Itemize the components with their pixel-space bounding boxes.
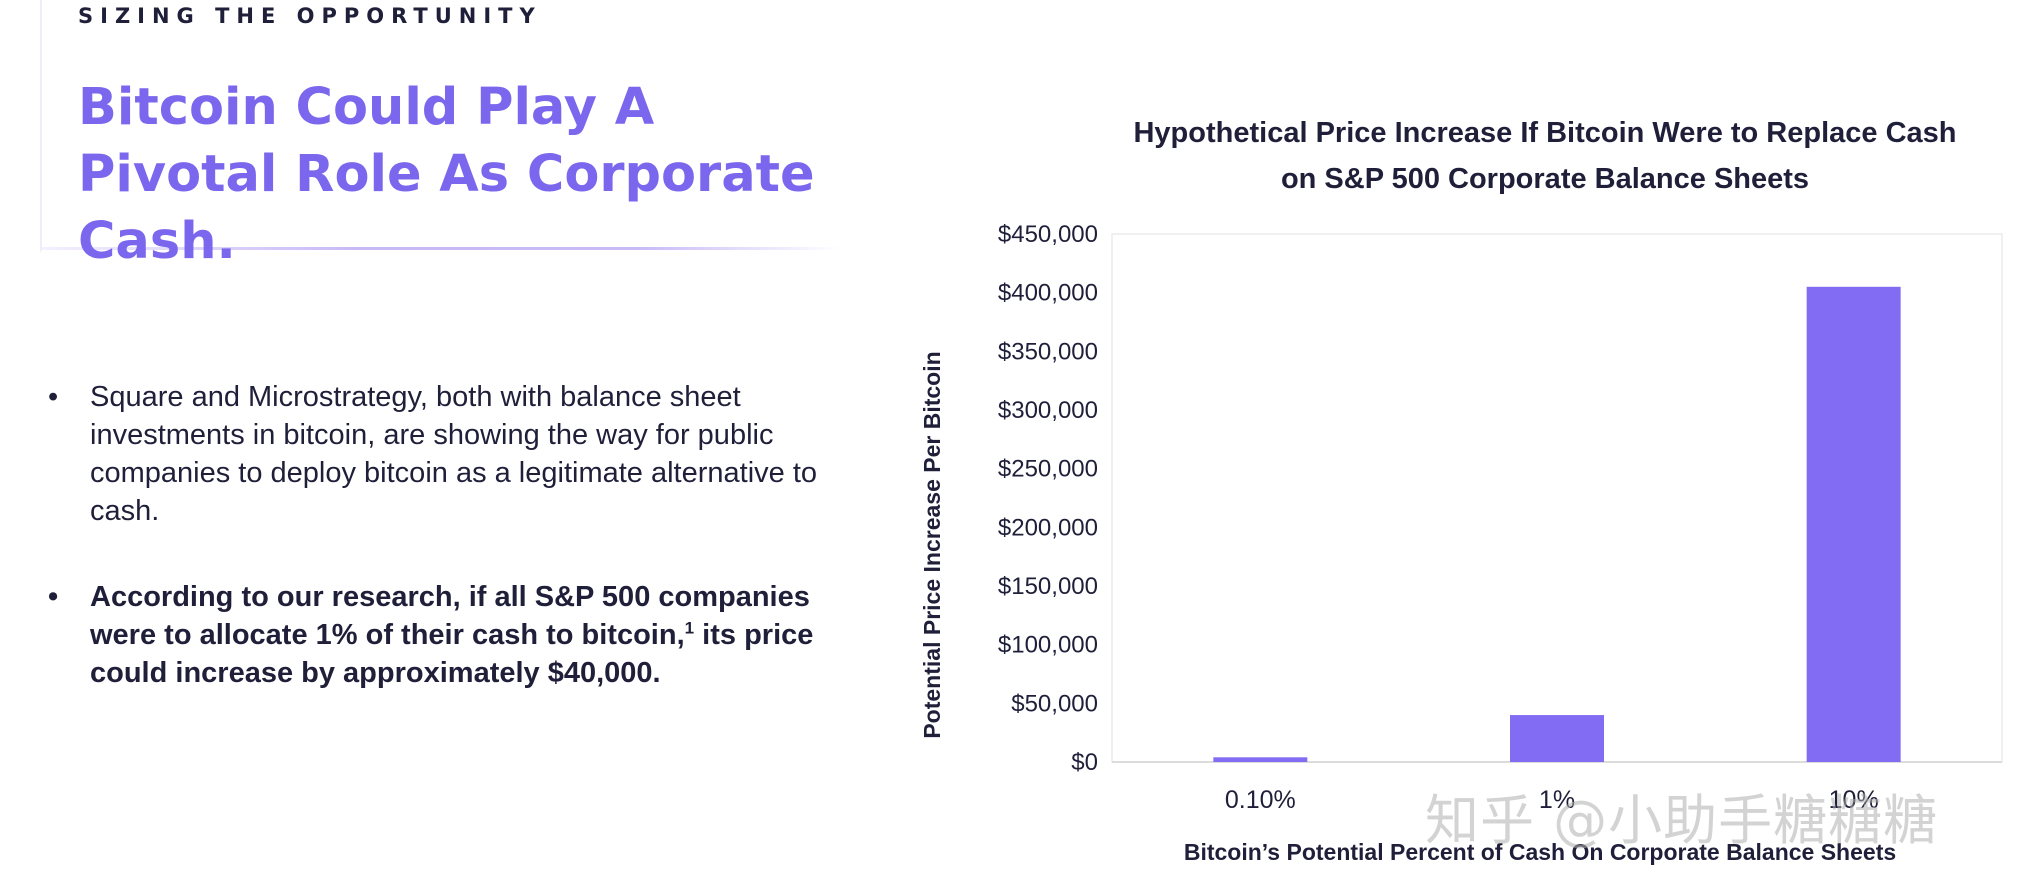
bar	[1806, 286, 1901, 762]
x-tick-label: 0.10%	[1225, 786, 1296, 814]
bullet-list: • Square and Microstrategy, both with ba…	[44, 378, 844, 740]
bullet-item: • Square and Microstrategy, both with ba…	[44, 378, 844, 530]
page-title: Bitcoin Could Play A Pivotal Role As Cor…	[78, 78, 815, 271]
y-tick-label: $100,000	[998, 632, 1098, 659]
y-tick-label: $50,000	[1011, 690, 1098, 717]
bullet-text-after: its price could increase by approximatel…	[90, 619, 814, 689]
y-tick-label: $350,000	[998, 338, 1098, 365]
y-tick-label: $200,000	[998, 514, 1098, 541]
y-tick-label: $300,000	[998, 397, 1098, 424]
bar-chart: Potential Price Increase Per Bitcoin Bit…	[919, 221, 2003, 865]
title-card	[40, 0, 842, 253]
bullet-dot: •	[48, 381, 59, 413]
watermark: 知乎 @小助手糖糖糖	[1425, 789, 1939, 852]
y-tick-label: $150,000	[998, 573, 1098, 600]
title-underline	[42, 247, 842, 250]
x-axis-label: Bitcoin’s Potential Percent of Cash On C…	[1184, 839, 1896, 865]
y-tick-label: $250,000	[998, 456, 1098, 483]
bullet-text-before: According to our research, if all S&P 50…	[90, 581, 810, 651]
bar	[1213, 757, 1308, 762]
bullet-dot: •	[48, 581, 59, 613]
y-tick-label: $400,000	[998, 280, 1098, 307]
section-eyebrow: SIZING THE OPPORTUNITY	[78, 4, 542, 28]
x-tick-label: 1%	[1539, 786, 1575, 814]
chart-title: Hypothetical Price Increase If Bitcoin W…	[1133, 117, 1957, 195]
plot-area: $0 $50,000 $100,000 $150,000 $200,000 $250,00…	[998, 221, 2003, 814]
y-tick-label: $0	[1071, 749, 1098, 776]
footnote-marker: 1	[684, 618, 695, 638]
y-tick-label: $450,000	[998, 221, 1098, 248]
bar	[1510, 715, 1604, 762]
bullet-text: Square and Microstrategy, both with bala…	[90, 381, 818, 527]
y-axis-label: Potential Price Increase Per Bitcoin	[919, 351, 945, 738]
bullet-item-highlight: • According to our research, if all S&P …	[44, 578, 844, 692]
x-tick-label: 10%	[1829, 786, 1879, 814]
